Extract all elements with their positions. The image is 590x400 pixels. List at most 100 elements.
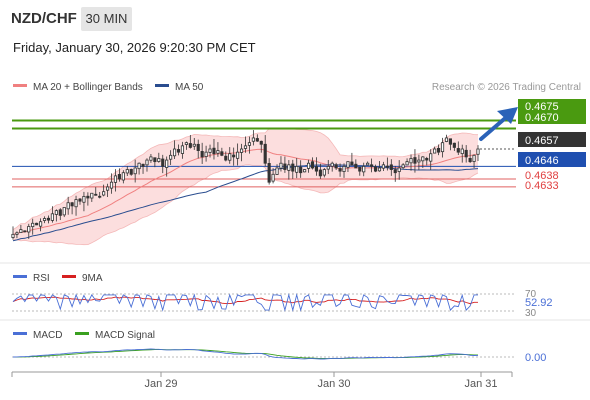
candle [401, 163, 405, 170]
candle [236, 143, 240, 166]
x-tick-label: Jan 30 [317, 378, 350, 390]
candle [94, 187, 98, 196]
candle [228, 147, 232, 164]
price-label-pivot: 0.4646 [518, 152, 586, 167]
macd-value: 0.00 [525, 352, 546, 364]
candle [381, 161, 385, 172]
candle [342, 163, 346, 178]
candle [370, 158, 374, 173]
candle [98, 191, 102, 199]
rsi-ma-legend-swatch [62, 275, 76, 278]
rsi-ma-line [12, 296, 478, 305]
price-label-current: 0.4657 [518, 132, 586, 147]
timeframe-button[interactable]: 30 MIN [81, 7, 132, 31]
candle [468, 149, 472, 164]
candle [444, 134, 449, 143]
candle [405, 158, 409, 166]
candle [137, 162, 141, 175]
svg-text:0.4675: 0.4675 [525, 101, 559, 113]
candle [169, 150, 173, 165]
header: NZD/CHF 30 MIN [0, 0, 590, 36]
candle [102, 184, 106, 197]
price-label-support2: 0.4633 [525, 180, 559, 192]
rsi-legend-label: RSI [33, 273, 50, 284]
candle [90, 192, 94, 202]
candle [433, 146, 437, 154]
candle [129, 168, 133, 176]
candle [243, 136, 248, 153]
candle [224, 151, 228, 162]
macd-legend-swatch [13, 332, 27, 335]
candle [208, 144, 212, 158]
candle [338, 163, 342, 177]
candle [366, 161, 370, 166]
candle [247, 136, 252, 154]
candle [464, 145, 468, 163]
candle [251, 130, 255, 146]
candle [125, 166, 129, 177]
candle [259, 140, 263, 153]
candle [180, 141, 185, 159]
macd-signal-legend-swatch [75, 332, 89, 335]
price-label-support1: 0.4638 [525, 170, 559, 182]
candle [176, 144, 181, 156]
candle [121, 170, 125, 184]
price-label-target-lower: 0.4670 [518, 112, 586, 124]
candle [188, 134, 192, 149]
candle [149, 154, 153, 163]
candle [23, 230, 27, 233]
candle [476, 145, 480, 161]
macd-legend-label: MACD [33, 330, 62, 341]
candle [212, 139, 216, 160]
svg-text:0.4657: 0.4657 [525, 135, 559, 147]
candle [192, 137, 196, 150]
candle [86, 192, 90, 206]
candle [255, 134, 259, 142]
price-label-target-upper: 0.4675 [518, 99, 586, 113]
candle [279, 156, 283, 172]
candle [275, 164, 279, 175]
candle [437, 144, 441, 156]
candle [460, 144, 464, 163]
macd-signal-legend-label: MACD Signal [95, 330, 155, 341]
candle [113, 169, 118, 192]
rsi-value: 52.92 [525, 297, 553, 309]
rsi-level-70-label: 70 [525, 289, 537, 300]
candle [82, 191, 86, 212]
candle [385, 157, 389, 171]
candle [27, 223, 31, 239]
candle [165, 156, 169, 177]
candle [58, 208, 62, 221]
candle [393, 165, 397, 182]
candle [362, 162, 366, 177]
candle [287, 160, 291, 180]
candle [66, 196, 70, 215]
projection-arrow [479, 107, 518, 141]
candle [263, 135, 267, 167]
candle [417, 154, 421, 171]
candle [409, 154, 413, 171]
candle [429, 149, 433, 170]
candle [184, 141, 188, 150]
candle [232, 147, 236, 166]
candle [295, 158, 299, 179]
candle [78, 198, 82, 205]
timestamp: Friday, January 30, 2026 9:20:30 PM CET [13, 40, 256, 55]
candle [54, 209, 58, 222]
candle [239, 143, 244, 162]
bollinger-lower-line [12, 164, 479, 246]
candle [334, 162, 338, 171]
candle [172, 140, 177, 159]
candle [310, 157, 315, 170]
candle [452, 142, 456, 151]
candle [11, 226, 15, 240]
candle [153, 157, 157, 168]
candle [161, 154, 165, 174]
candle [346, 161, 350, 172]
x-tick-label: Jan 29 [144, 378, 177, 390]
candle [354, 159, 358, 169]
candle [74, 195, 78, 216]
rsi-panel [12, 293, 478, 312]
symbol-title: NZD/CHF [11, 10, 77, 27]
